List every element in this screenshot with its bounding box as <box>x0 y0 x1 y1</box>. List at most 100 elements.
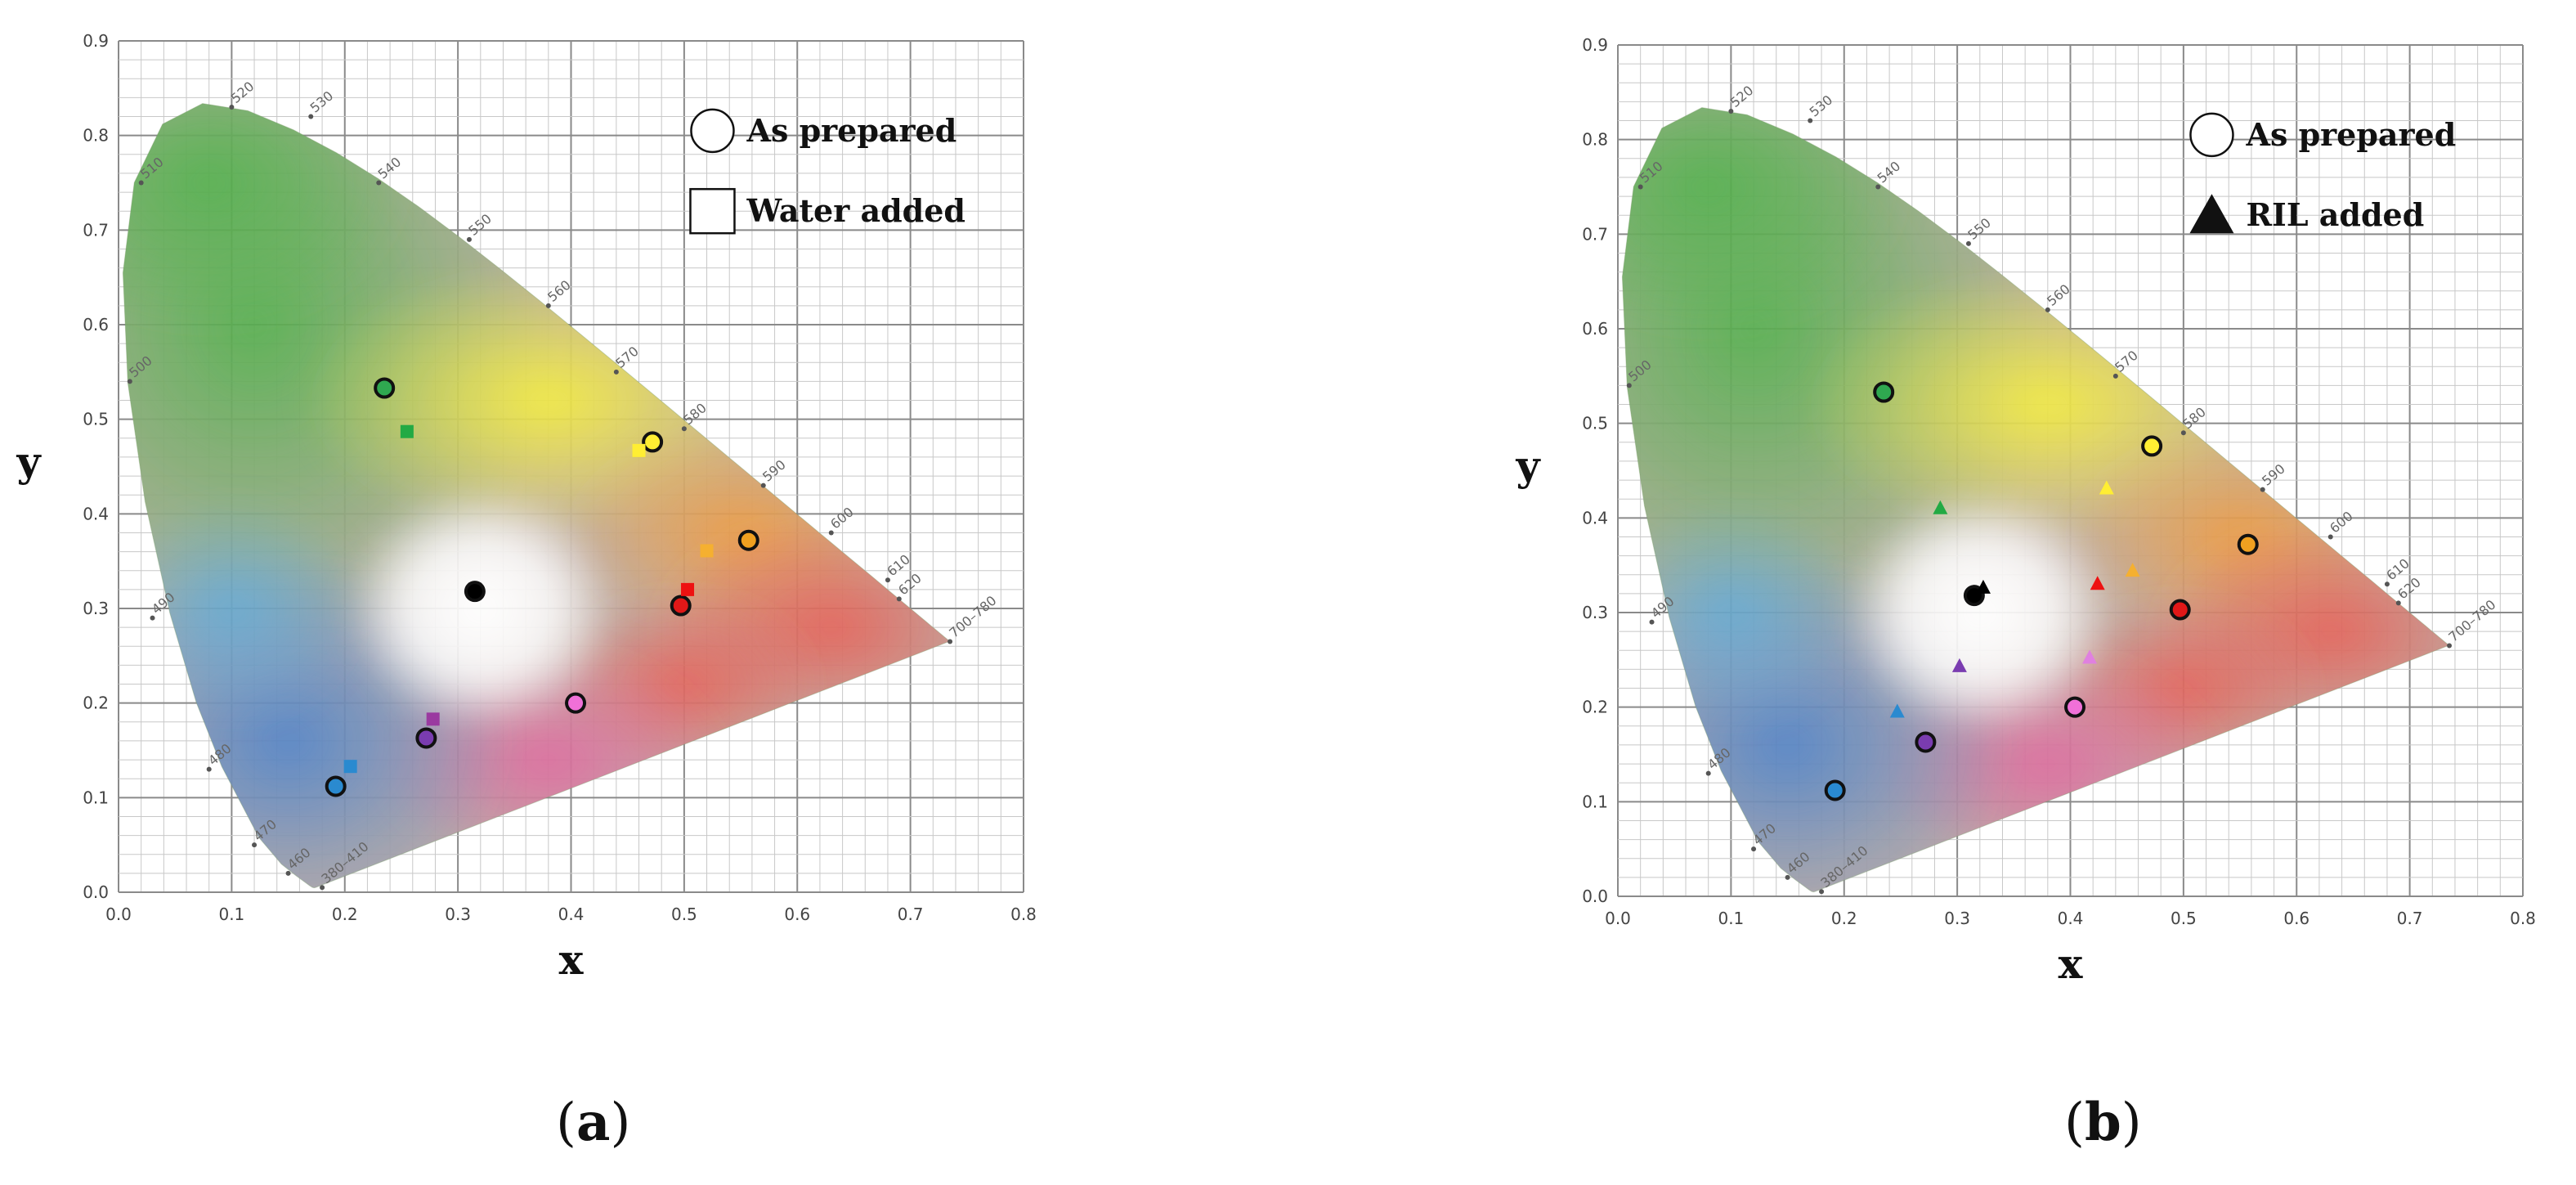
y-tick-label: 0.3 <box>83 599 109 618</box>
y-tick-label: 0.7 <box>83 220 109 240</box>
x-tick-label: 0.2 <box>1831 909 1857 928</box>
wavelength-tick <box>2112 373 2118 379</box>
x-tick-label: 0.5 <box>2171 909 2197 928</box>
panel-label-b: (b) <box>2064 1092 2142 1153</box>
series-circle <box>325 377 759 797</box>
wavelength-tick <box>760 483 766 488</box>
y-tick-label: 0.6 <box>83 315 109 334</box>
y-tick-label: 0.2 <box>83 693 109 713</box>
data-point-circle <box>1915 731 1937 753</box>
data-point-triangle <box>1951 658 1967 672</box>
data-point-square <box>400 424 414 438</box>
x-tick-label: 0.5 <box>671 904 697 924</box>
data-point-circle <box>325 775 347 797</box>
wavelength-tick <box>1819 889 1825 895</box>
legend-label: RIL added <box>2246 196 2424 233</box>
wavelength-tick <box>1637 184 1643 190</box>
wavelength-tick <box>1705 770 1711 776</box>
y-tick-label: 0.1 <box>83 788 109 807</box>
y-axis-title: y <box>1515 442 1541 490</box>
legend-marker-circle <box>690 108 735 154</box>
y-tick-label: 0.8 <box>83 126 109 146</box>
data-point-square <box>700 544 714 558</box>
wavelength-tick <box>252 842 258 848</box>
wavelength-tick <box>1808 118 1813 123</box>
legend-label: Water added <box>746 192 965 229</box>
x-tick-label: 0.3 <box>445 904 471 924</box>
data-point-triangle <box>2082 649 2098 664</box>
wavelength-tick <box>2384 581 2390 587</box>
y-tick-label: 0.5 <box>1582 414 1608 433</box>
y-tick-label: 0.9 <box>83 31 109 51</box>
x-tick-label: 0.6 <box>2283 909 2309 928</box>
data-point-square <box>343 760 357 774</box>
data-point-circle <box>464 581 486 603</box>
wavelength-tick <box>896 596 902 602</box>
data-point-triangle <box>1933 500 1948 514</box>
wavelength-tick <box>1875 184 1881 190</box>
data-point-triangle <box>2090 576 2105 590</box>
y-axis-title: y <box>16 438 42 486</box>
y-tick-label: 0.2 <box>1582 698 1608 717</box>
x-tick-label: 0.7 <box>2397 909 2423 928</box>
wavelength-tick <box>1751 846 1757 852</box>
data-point-circle <box>2064 696 2086 718</box>
chart-b: 520 530540550560570580590600610620700–780… <box>1515 35 2536 988</box>
data-point-square <box>632 443 646 457</box>
data-point-circle <box>415 727 437 749</box>
wavelength-tick <box>1785 874 1790 880</box>
gamut-color-region <box>1844 489 2116 736</box>
wavelength-tick <box>681 426 687 432</box>
x-tick-label: 0.4 <box>2058 909 2084 928</box>
legend-marker-square <box>689 187 736 235</box>
y-tick-label: 0.3 <box>1582 603 1608 622</box>
x-tick-label: 0.8 <box>2510 909 2536 928</box>
data-point-circle <box>2169 599 2191 621</box>
wavelength-tick <box>1728 108 1734 114</box>
data-point-triangle <box>1889 703 1905 718</box>
wavelength-tick <box>2045 307 2050 312</box>
x-tick-label: 0.8 <box>1010 904 1037 924</box>
x-axis-title: x <box>2059 940 2084 988</box>
data-point-square <box>681 582 695 596</box>
data-point-circle <box>374 377 396 399</box>
wavelength-tick <box>828 530 834 536</box>
x-tick-label: 0.6 <box>784 904 810 924</box>
y-tick-label: 0.0 <box>83 882 109 902</box>
x-axis-title: x <box>559 936 585 984</box>
y-tick-label: 0.4 <box>83 504 109 523</box>
wavelength-tick <box>150 615 155 621</box>
wavelength-tick <box>138 180 144 186</box>
data-point-triangle <box>2099 480 2114 495</box>
wavelength-tick <box>1649 619 1655 625</box>
wavelength-tick <box>2180 430 2186 436</box>
data-point-circle <box>1824 779 1846 801</box>
panel-label-close: ) <box>610 1093 631 1153</box>
wavelength-tick <box>2327 534 2333 540</box>
legend: As prepared RIL added <box>2189 112 2456 234</box>
y-tick-label: 0.6 <box>1582 319 1608 339</box>
legend: As prepared Water added <box>689 108 965 235</box>
wavelength-tick <box>1626 383 1632 388</box>
legend-marker-circle <box>2189 112 2234 158</box>
data-point-circle <box>642 431 664 453</box>
legend-label: As prepared <box>2245 116 2456 153</box>
x-tick-label: 0.0 <box>105 904 132 924</box>
wavelength-tick <box>948 639 953 644</box>
wavelength-tick <box>376 180 382 186</box>
legend-label: As prepared <box>746 112 956 149</box>
wavelength-tick <box>613 369 619 375</box>
panel-label-letter: a <box>576 1092 611 1153</box>
y-tick-label: 0.7 <box>1582 224 1608 244</box>
spectral-locus <box>122 103 951 888</box>
y-tick-label: 0.0 <box>1582 887 1608 906</box>
series-square <box>343 424 714 774</box>
y-tick-label: 0.8 <box>1582 130 1608 150</box>
y-tick-label: 0.1 <box>1582 792 1608 811</box>
wavelength-tick <box>885 577 890 583</box>
x-tick-label: 0.4 <box>558 904 585 924</box>
gamut-color-region <box>344 485 616 732</box>
wavelength-tick <box>2447 643 2453 649</box>
wavelength-tick <box>285 870 291 876</box>
